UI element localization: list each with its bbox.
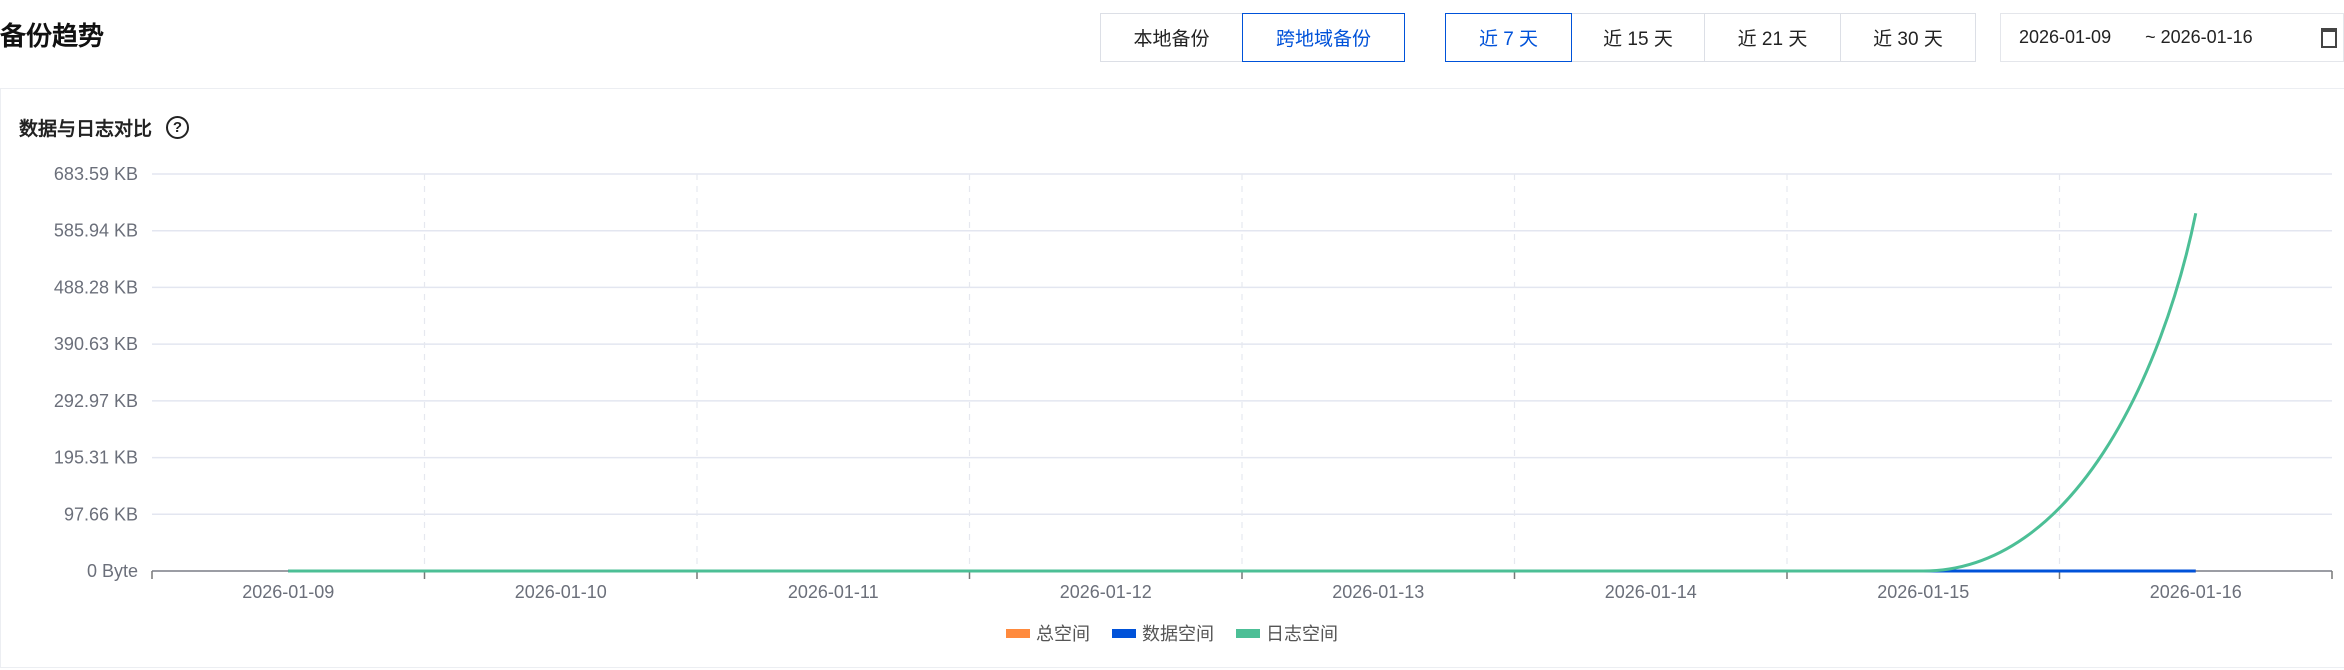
legend-item[interactable]: 日志空间 (1236, 620, 1338, 646)
y-tick-label: 0 Byte (87, 561, 138, 581)
x-tick-label: 2026-01-10 (515, 582, 607, 602)
legend-swatch (1112, 628, 1136, 638)
tab-local-backup[interactable]: 本地备份 (1100, 13, 1243, 62)
legend-label: 日志空间 (1266, 624, 1338, 644)
legend-swatch (1006, 628, 1030, 638)
x-tick-label: 2026-01-11 (788, 582, 879, 602)
y-tick-label: 97.66 KB (64, 504, 138, 524)
x-tick-label: 2026-01-12 (1060, 582, 1152, 602)
log-space-line (288, 212, 2198, 573)
tab-last-21-days[interactable]: 近 21 天 (1704, 13, 1841, 62)
tab-last-7-days[interactable]: 近 7 天 (1445, 13, 1572, 62)
y-tick-label: 488.28 KB (54, 277, 138, 297)
y-tick-label: 683.59 KB (54, 164, 138, 184)
y-tick-label: 195.31 KB (54, 448, 138, 468)
legend-item[interactable]: 总空间 (1006, 620, 1090, 646)
y-tick-label: 585.94 KB (54, 221, 138, 241)
date-range-picker[interactable]: 2026-01-09 ~ 2026-01-16 (2000, 13, 2344, 62)
legend-label: 数据空间 (1142, 624, 1214, 644)
card-title: 数据与日志对比 (19, 119, 153, 140)
chart-card: 数据与日志对比 ? (0, 88, 2344, 668)
calendar-icon[interactable] (2321, 28, 2337, 48)
y-tick-label: 390.63 KB (54, 334, 138, 354)
tab-cross-region-backup[interactable]: 跨地域备份 (1242, 13, 1405, 62)
x-tick-label: 2026-01-15 (1877, 582, 1969, 602)
question-circle-icon[interactable]: ? (166, 116, 190, 139)
x-tick-label: 2026-01-09 (242, 582, 334, 602)
date-end[interactable]: ~ 2026-01-16 (2145, 27, 2253, 47)
legend-item[interactable]: 数据空间 (1112, 620, 1214, 646)
legend-swatch (1236, 628, 1260, 638)
x-tick-label: 2026-01-16 (2150, 582, 2242, 602)
tab-last-30-days[interactable]: 近 30 天 (1840, 13, 1976, 62)
date-start[interactable]: 2026-01-09 (2019, 27, 2112, 47)
page-title: 备份趋势 (0, 21, 105, 51)
x-tick-label: 2026-01-14 (1605, 582, 1697, 602)
y-tick-label: 292.97 KB (54, 391, 138, 411)
legend-label: 总空间 (1036, 624, 1090, 644)
x-tick-label: 2026-01-13 (1332, 582, 1424, 602)
chart-legend: 总空间 数据空间 日志空间 (0, 620, 2344, 646)
